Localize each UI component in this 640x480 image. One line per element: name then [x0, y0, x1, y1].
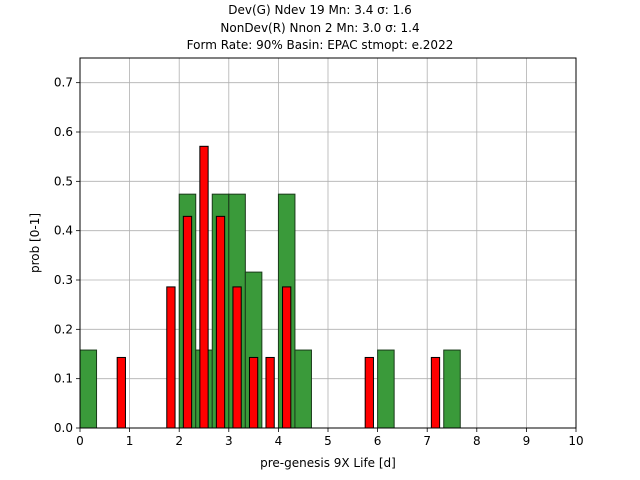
- x-tick-label: 2: [175, 434, 183, 448]
- axis-ticks: 0 1 2 3 4 5 6 7 8 9 10 0.0 0.1 0.2 0.3 0.4 0.5 0.6 0.7: [54, 76, 584, 448]
- nondev-bar: [364, 356, 374, 429]
- nondev-bar: [182, 215, 193, 429]
- nondev-bar: [232, 286, 242, 429]
- dev-bar: [79, 349, 98, 429]
- y-tick-label: 0.1: [54, 372, 73, 386]
- nondev-bar: [199, 145, 209, 429]
- y-tick-label: 0.7: [54, 76, 73, 90]
- nondev-bar: [116, 356, 126, 429]
- x-tick-label: 4: [275, 434, 283, 448]
- y-tick-label: 0.2: [54, 322, 73, 336]
- title-line-2: NonDev(R) Nnon 2 Mn: 3.0 σ: 1.4: [220, 21, 419, 35]
- x-tick-label: 1: [126, 434, 134, 448]
- nondev-bar: [215, 215, 226, 429]
- x-tick-label: 8: [473, 434, 481, 448]
- nondev-bars: [116, 145, 441, 429]
- dev-bar: [377, 349, 395, 429]
- nondev-bar: [282, 286, 292, 429]
- plot-frame: [79, 57, 577, 429]
- x-tick-label: 5: [324, 434, 332, 448]
- title-line-3: Form Rate: 90% Basin: EPAC stmopt: e.202…: [187, 38, 454, 52]
- nondev-bar: [265, 356, 275, 429]
- chart-title: Dev(G) Ndev 19 Mn: 3.4 σ: 1.6 NonDev(R) …: [187, 3, 454, 52]
- x-tick-label: 6: [374, 434, 382, 448]
- nondev-bar: [430, 356, 441, 429]
- title-line-1: Dev(G) Ndev 19 Mn: 3.4 σ: 1.6: [228, 3, 411, 17]
- y-axis-label: prob [0-1]: [28, 213, 42, 273]
- y-tick-label: 0.3: [54, 273, 73, 287]
- nondev-bar: [166, 286, 176, 429]
- x-tick-label: 3: [225, 434, 233, 448]
- x-tick-label: 7: [423, 434, 431, 448]
- y-tick-label: 0.6: [54, 125, 73, 139]
- y-tick-label: 0.0: [54, 421, 73, 435]
- dev-bar: [443, 349, 461, 429]
- dev-bar: [294, 349, 312, 429]
- x-tick-label: 0: [76, 434, 84, 448]
- y-tick-label: 0.5: [54, 174, 73, 188]
- grid: [79, 58, 577, 429]
- x-axis-label: pre-genesis 9X Life [d]: [260, 456, 396, 470]
- x-tick-label: 10: [568, 434, 583, 448]
- y-tick-label: 0.4: [54, 224, 73, 238]
- nondev-bar: [248, 356, 259, 429]
- x-tick-label: 9: [523, 434, 531, 448]
